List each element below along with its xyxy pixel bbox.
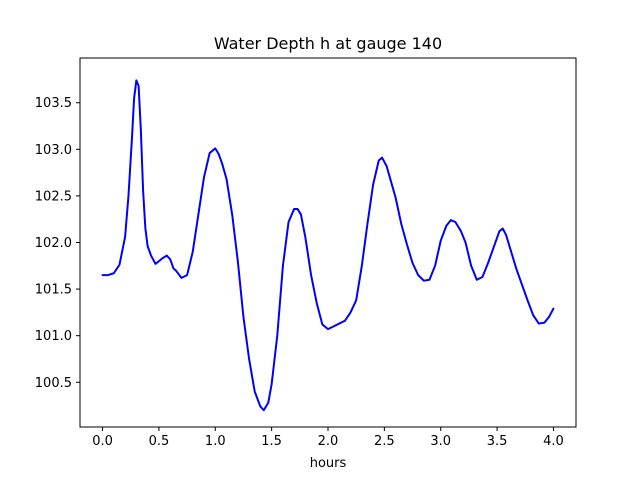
series-line-0 xyxy=(101,79,555,412)
y-tick-label: 102.0 xyxy=(35,236,72,251)
plot-area xyxy=(101,79,555,412)
x-axis-label: hours xyxy=(310,456,347,471)
x-tick-label: 1.0 xyxy=(205,434,226,449)
x-tick-label: 2.5 xyxy=(374,434,395,449)
x-tick-label: 2.0 xyxy=(318,434,339,449)
chart-title: Water Depth h at gauge 140 xyxy=(214,34,442,53)
y-tick-label: 102.5 xyxy=(35,189,72,204)
axes: 0.0 0.5 1.0 1.5 2.0 2.5 3.0 3.5 4.0 100.5 101.0 101… xyxy=(35,57,577,449)
x-tick-label: 3.0 xyxy=(430,434,451,449)
x-tick-label: 0.0 xyxy=(92,434,113,449)
y-tick-label: 103.5 xyxy=(35,96,72,111)
y-tick-label: 100.5 xyxy=(35,376,72,391)
y-tick-label: 101.0 xyxy=(35,329,72,344)
x-tick-label: 1.5 xyxy=(261,434,282,449)
y-tick-label: 103.0 xyxy=(35,143,72,158)
x-tick-label: 0.5 xyxy=(149,434,170,449)
x-tick-label: 3.5 xyxy=(487,434,508,449)
y-tick-label: 101.5 xyxy=(35,283,72,298)
x-tick-label: 4.0 xyxy=(543,434,564,449)
